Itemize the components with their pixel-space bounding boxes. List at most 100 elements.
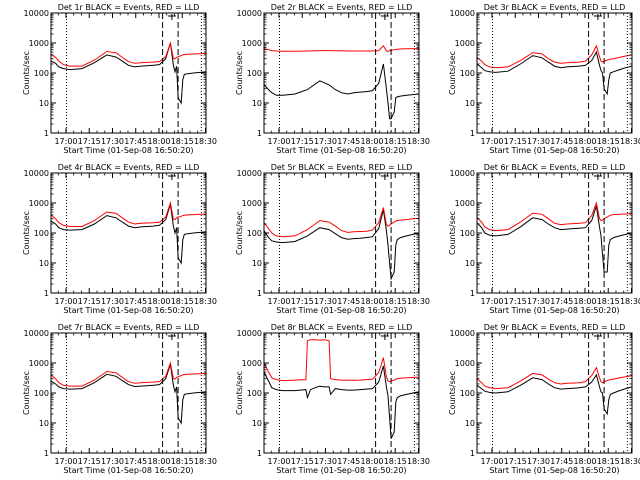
x-axis-label: Start Time (01-Sep-08 16:50:20) <box>276 306 406 315</box>
y-tick-label: 10 <box>252 99 262 108</box>
x-tick-label: 18:00 <box>573 137 596 146</box>
x-tick-label: 18:30 <box>620 137 640 146</box>
x-tick-label: 17:45 <box>550 137 573 146</box>
x-tick-label: 17:45 <box>550 457 573 466</box>
x-tick-label: 18:30 <box>194 297 217 306</box>
x-tick-label: 17:15 <box>504 137 527 146</box>
plot-frame <box>263 332 420 454</box>
x-tick-label: 17:15 <box>291 297 314 306</box>
x-tick-label: 18:30 <box>194 137 217 146</box>
y-tick-label: 10 <box>39 419 49 428</box>
detector-panel-3: Det 3r BLACK = Events, RED = LLD 1 10 100 10… <box>448 3 640 155</box>
x-tick-label: 17:00 <box>267 137 290 146</box>
x-axis-label: Start Time (01-Sep-08 16:50:20) <box>63 466 193 475</box>
y-tick-label: 10000 <box>450 9 475 18</box>
x-tick-label: 17:00 <box>54 457 77 466</box>
x-tick-label: 17:15 <box>291 457 314 466</box>
series-line-lld <box>263 45 419 53</box>
x-tick-label: 17:30 <box>101 297 124 306</box>
y-tick-label: 1 <box>44 449 49 458</box>
y-axis-label: Counts/sec <box>235 211 244 255</box>
y-axis-label: Counts/sec <box>448 371 457 415</box>
y-tick-label: 10 <box>39 259 49 268</box>
y-tick-label: 1000 <box>29 359 49 368</box>
x-tick-label: 18:30 <box>620 457 640 466</box>
y-tick-label: 100 <box>34 69 49 78</box>
x-tick-label: 17:15 <box>78 297 101 306</box>
x-tick-label: 18:15 <box>171 457 194 466</box>
x-tick-label: 18:15 <box>384 297 407 306</box>
x-tick-label: 18:00 <box>360 457 383 466</box>
x-axis-label: Start Time (01-Sep-08 16:50:20) <box>63 306 193 315</box>
y-tick-label: 1000 <box>455 199 475 208</box>
y-tick-label: 100 <box>460 69 475 78</box>
y-tick-label: 100 <box>34 389 49 398</box>
x-tick-label: 17:45 <box>124 137 147 146</box>
series-line-lld <box>50 41 207 67</box>
y-axis-label: Counts/sec <box>235 51 244 95</box>
x-tick-label: 17:00 <box>480 137 503 146</box>
y-tick-label: 1 <box>257 289 262 298</box>
y-tick-label: 100 <box>460 229 475 238</box>
x-tick-label: 17:15 <box>504 457 527 466</box>
x-tick-label: 18:00 <box>360 137 383 146</box>
x-tick-label: 17:30 <box>527 137 550 146</box>
panel-title: Det 9r BLACK = Events, RED = LLD <box>484 323 626 332</box>
x-tick-label: 18:30 <box>194 457 217 466</box>
y-axis-label: Counts/sec <box>22 51 31 95</box>
y-tick-label: 10 <box>465 99 475 108</box>
y-tick-label: 10 <box>252 259 262 268</box>
series-line-events <box>263 365 420 439</box>
plot-frame <box>50 332 207 454</box>
y-tick-label: 1 <box>470 129 475 138</box>
x-axis-label: Start Time (01-Sep-08 16:50:20) <box>489 306 619 315</box>
x-tick-label: 17:45 <box>124 457 147 466</box>
x-tick-label: 17:00 <box>54 297 77 306</box>
panel-title: Det 2r BLACK = Events, RED = LLD <box>271 3 413 12</box>
panel-title: Det 5r BLACK = Events, RED = LLD <box>271 163 413 172</box>
y-tick-label: 1000 <box>242 39 262 48</box>
x-tick-label: 17:00 <box>54 137 77 146</box>
plot-frame <box>50 172 207 294</box>
x-tick-label: 18:15 <box>597 297 620 306</box>
x-tick-label: 18:30 <box>407 297 430 306</box>
y-tick-label: 100 <box>34 229 49 238</box>
x-tick-label: 17:00 <box>480 457 503 466</box>
x-tick-label: 18:00 <box>147 457 170 466</box>
y-tick-label: 1 <box>470 289 475 298</box>
x-axis-label: Start Time (01-Sep-08 16:50:20) <box>276 466 406 475</box>
x-tick-label: 18:30 <box>407 137 430 146</box>
panel-title: Det 4r BLACK = Events, RED = LLD <box>58 163 200 172</box>
y-tick-label: 10000 <box>237 329 262 338</box>
x-tick-label: 17:00 <box>267 297 290 306</box>
plot-frame <box>476 12 633 134</box>
x-tick-label: 18:15 <box>597 137 620 146</box>
plot-frame <box>50 12 207 134</box>
x-tick-label: 17:15 <box>291 137 314 146</box>
y-tick-label: 10 <box>252 419 262 428</box>
y-tick-label: 10000 <box>237 169 262 178</box>
x-axis-label: Start Time (01-Sep-08 16:50:20) <box>489 146 619 155</box>
y-tick-label: 1000 <box>29 199 49 208</box>
x-tick-label: 17:00 <box>267 457 290 466</box>
y-tick-label: 100 <box>247 389 262 398</box>
x-tick-label: 18:00 <box>147 297 170 306</box>
x-tick-label: 17:00 <box>480 297 503 306</box>
detector-panel-9: Det 9r BLACK = Events, RED = LLD 1 10 100 10… <box>448 323 640 475</box>
series-line-events <box>476 205 633 273</box>
y-axis-label: Counts/sec <box>22 211 31 255</box>
series-line-lld <box>476 201 633 232</box>
y-axis-label: Counts/sec <box>22 371 31 415</box>
y-tick-label: 1000 <box>455 39 475 48</box>
y-tick-label: 1000 <box>455 359 475 368</box>
x-tick-label: 18:15 <box>171 137 194 146</box>
x-tick-label: 18:15 <box>597 457 620 466</box>
x-tick-label: 17:30 <box>314 457 337 466</box>
x-tick-label: 17:30 <box>101 457 124 466</box>
y-tick-label: 10 <box>465 419 475 428</box>
x-tick-label: 17:45 <box>337 457 360 466</box>
y-tick-label: 1 <box>44 289 49 298</box>
y-tick-label: 1 <box>257 449 262 458</box>
x-tick-label: 17:15 <box>78 457 101 466</box>
x-tick-label: 18:00 <box>573 457 596 466</box>
